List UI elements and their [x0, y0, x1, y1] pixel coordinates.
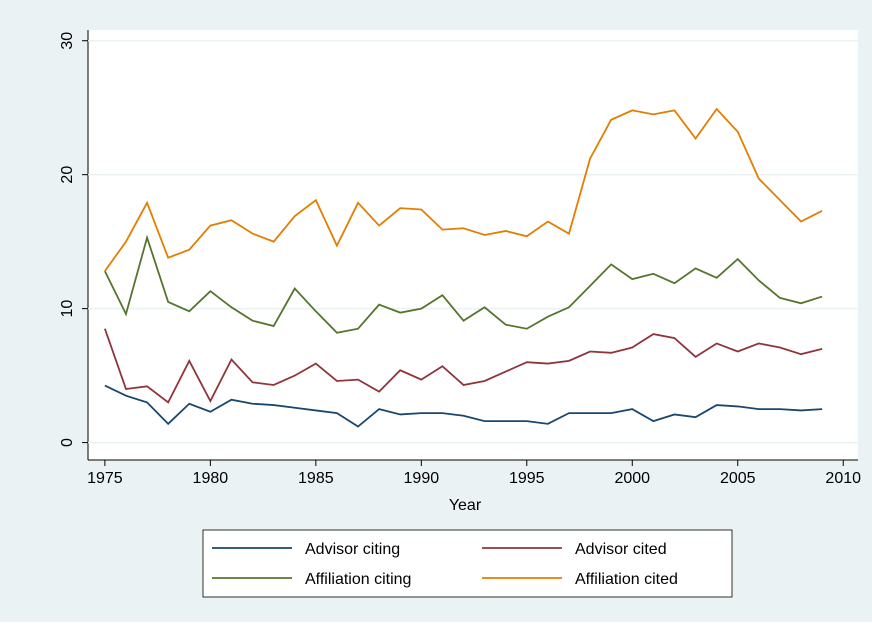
legend-label: Affiliation citing — [305, 571, 411, 588]
series-line — [104, 107, 823, 272]
x-tick-label: 2000 — [614, 470, 650, 487]
x-tick-label: 1995 — [509, 470, 545, 487]
x-tick-label: 1985 — [298, 470, 334, 487]
series-line — [104, 328, 823, 404]
x-tick-label: 1990 — [404, 470, 440, 487]
y-tick-label: 20 — [59, 166, 76, 184]
x-tick-label: 1980 — [193, 470, 229, 487]
legend-label: Advisor cited — [575, 541, 667, 558]
y-tick-label: 0 — [59, 438, 76, 447]
legend-label: Affiliation cited — [575, 571, 678, 588]
legend-label: Advisor citing — [305, 541, 400, 558]
series-line — [104, 234, 823, 334]
x-axis-label: Year — [449, 497, 482, 514]
y-tick-label: 30 — [59, 32, 76, 50]
x-tick-label: 1975 — [87, 470, 123, 487]
x-tick-label: 2005 — [720, 470, 756, 487]
legend — [202, 529, 733, 598]
y-tick-label: 10 — [59, 300, 76, 318]
x-tick-label: 2010 — [825, 470, 861, 487]
plot-area — [88, 30, 858, 460]
series-line — [104, 384, 823, 428]
